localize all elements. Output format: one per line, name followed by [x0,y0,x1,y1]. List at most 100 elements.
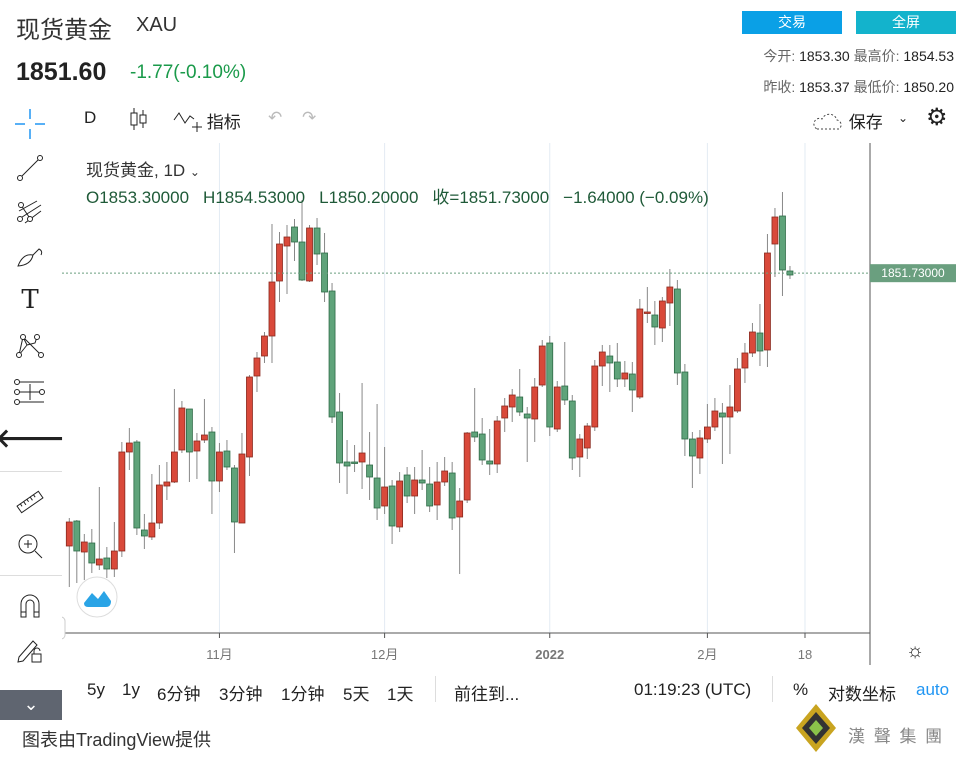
divider [772,676,773,702]
candle-down [486,460,494,465]
candle-up [501,405,509,419]
last-price-marker: 1851.73000 [62,264,956,283]
candle-down [516,396,524,413]
candle-up [170,451,178,483]
legend-low: L1850.20000 [319,188,419,207]
candle-up [396,480,404,528]
pitchfork-icon[interactable] [14,196,46,228]
candle-down [523,413,531,419]
crosshair-icon[interactable] [14,108,46,140]
axis-settings-icon[interactable]: ☼ [906,640,924,662]
indicators-label: 指标 [206,113,241,132]
undo-icon[interactable]: ↶ [268,108,283,127]
ruler-icon[interactable] [14,486,46,518]
brand-name: 漢 聲 集 團 [848,727,945,746]
text-tool-icon[interactable]: T [21,285,39,315]
magnet-icon[interactable] [14,590,46,622]
candle-up [268,281,276,337]
chart-legend-title[interactable]: 现货黄金, 1D ⌄ [86,156,200,181]
prev-close-label: 昨收: [763,79,796,95]
interval-button[interactable]: D [84,108,97,127]
cloud-icon [813,113,842,130]
time-axis[interactable]: 11月 12月 2022 2月 18 [206,633,812,662]
hide-drawings-button[interactable]: ⌄ [0,690,62,720]
trend-line-icon[interactable] [14,152,46,184]
tradingview-credit[interactable]: 图表由TradingView提供 [22,730,212,750]
candle-up [276,243,283,282]
range-1d[interactable]: 1天 [387,685,414,704]
candle-down [418,479,426,484]
pattern-icon[interactable] [14,330,46,362]
settings-gear-icon[interactable]: ⚙ [926,104,948,131]
candle-up [306,227,313,282]
range-3min[interactable]: 3分钟 [219,685,263,704]
indicators-button[interactable]: 指标 [172,108,241,133]
candle-up [643,311,651,314]
range-5d[interactable]: 5天 [343,685,370,704]
candle-up [381,486,388,507]
stats-row-2: 昨收: 1853.37 最低价: 1850.20 [763,77,954,97]
open-label: 今开: [763,48,796,64]
measure-lines-icon[interactable] [14,376,46,408]
range-1min[interactable]: 1分钟 [281,685,325,704]
toolbar-divider [0,471,62,472]
save-dropdown-chevron-icon[interactable]: ⌄ [898,111,909,125]
candle-up [411,479,419,497]
log-scale-toggle[interactable]: 对数坐标 [828,685,896,704]
collapse-toolbar-handle[interactable] [62,616,66,640]
back-arrow-icon[interactable]: 🡐 [0,422,65,453]
save-button[interactable]: 保存 [812,108,883,133]
indicators-icon [173,112,202,132]
range-1y[interactable]: 1y [122,680,140,699]
candle-up [110,550,118,570]
trade-button[interactable]: 交易 [742,11,842,34]
candle-down [133,441,141,529]
candle-up [238,453,246,524]
redo-icon[interactable]: ↷ [302,108,317,127]
candle-up [261,335,268,357]
low-value: 1850.20 [903,79,954,95]
candle-up [155,484,163,524]
tradingview-logo-button[interactable] [76,576,118,618]
x-tick-label: 18 [798,647,812,662]
percent-toggle[interactable]: % [793,680,809,699]
candle-up [433,481,441,506]
candle-down [351,461,358,464]
range-6min[interactable]: 6分钟 [157,685,201,704]
prev-close-value: 1853.37 [799,79,850,95]
candle-up [658,300,666,329]
candle-up [463,432,471,501]
candle-up [576,438,584,458]
x-tick-label: 11月 [206,647,233,662]
candle-up [493,420,501,465]
brush-icon[interactable] [14,240,46,272]
candle-up [178,407,186,451]
candle-up [666,286,674,304]
range-5y[interactable]: 5y [87,680,105,699]
fullscreen-button[interactable]: 全屏 [856,11,956,34]
last-price-badge [870,264,956,283]
timezone-clock[interactable]: 01:19:23 (UTC) [634,680,752,699]
candlestick-chart[interactable]: 1851.73000 11月 12月 2022 2月 18 ☼ [62,143,960,665]
candle-down [403,474,411,497]
high-value: 1854.53 [903,48,954,64]
bottom-toolbar: 5y 1y 6分钟 3分钟 1分钟 5天 1天 前往到... 01:19:23 … [62,672,960,708]
legend-high: H1854.53000 [203,188,306,207]
candle-up [741,352,749,369]
goto-date-button[interactable]: 前往到... [454,685,520,704]
candle-up [95,558,103,566]
candle-up [358,452,366,463]
candle-down [568,400,576,459]
current-price: 1851.60 [16,58,107,86]
candle-down [186,408,193,453]
candle-down [73,520,81,552]
candle-style-icon[interactable] [128,106,150,137]
save-label: 保存 [848,113,883,132]
legend-open: O1853.30000 [86,188,190,207]
lock-drawings-icon[interactable] [14,634,46,666]
zoom-in-icon[interactable] [14,530,46,562]
candle-down [478,433,486,461]
candle-up [734,368,741,412]
auto-scale-toggle[interactable]: auto [916,680,950,699]
candle-down [223,450,231,468]
